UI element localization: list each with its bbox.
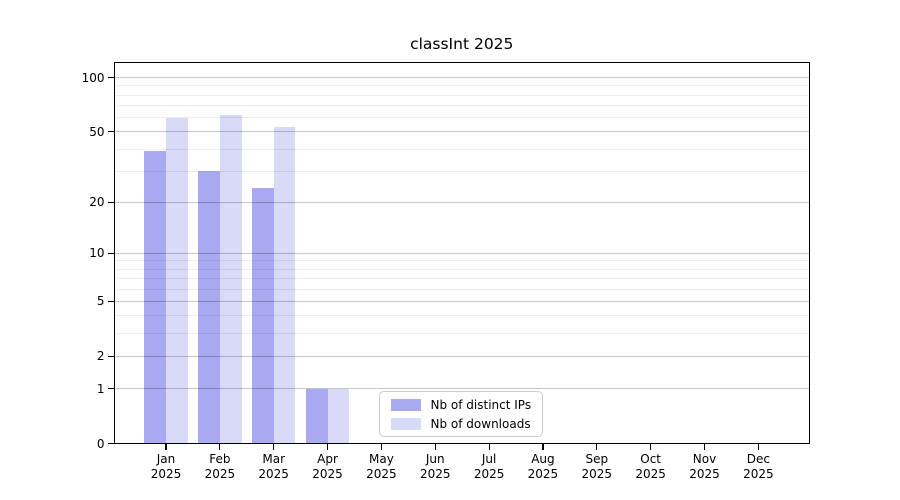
x-tick-mark bbox=[380, 443, 382, 450]
y-tick-label: 0 bbox=[96, 436, 105, 451]
x-tick-mark bbox=[757, 443, 759, 450]
gridline-minor bbox=[113, 105, 810, 107]
bar-downloads-mar bbox=[273, 127, 296, 444]
gridline-minor bbox=[113, 278, 810, 280]
y-tick-mark bbox=[107, 77, 114, 79]
x-tick-mark bbox=[488, 443, 490, 450]
bar-ips-feb bbox=[198, 171, 220, 444]
x-tick-label-mar: Mar 2025 bbox=[258, 451, 289, 481]
gridline-minor bbox=[113, 170, 810, 172]
x-tick-mark bbox=[596, 443, 598, 450]
gridline-minor bbox=[113, 94, 810, 96]
y-tick-label: 1 bbox=[96, 381, 105, 396]
gridline-major bbox=[113, 252, 810, 254]
legend-swatch-downloads bbox=[390, 417, 421, 430]
gridline-minor bbox=[113, 268, 810, 270]
y-tick-label: 2 bbox=[96, 349, 105, 364]
legend: Nb of distinct IPs Nb of downloads bbox=[378, 391, 543, 437]
y-tick-mark bbox=[107, 201, 114, 203]
y-tick-label: 10 bbox=[89, 246, 105, 261]
bar-downloads-jan bbox=[166, 117, 188, 444]
x-tick-label-feb: Feb 2025 bbox=[204, 451, 236, 481]
bar-ips-jan bbox=[144, 151, 166, 444]
legend-label-downloads: Nb of downloads bbox=[430, 416, 531, 431]
gridline-major bbox=[113, 131, 810, 133]
y-tick-mark bbox=[107, 252, 114, 255]
x-tick-label-nov: Nov 2025 bbox=[689, 451, 720, 481]
x-tick-mark bbox=[165, 443, 167, 450]
x-tick-mark bbox=[703, 443, 706, 450]
bar-downloads-apr bbox=[327, 388, 350, 444]
x-tick-mark bbox=[542, 443, 544, 450]
x-tick-mark bbox=[650, 443, 652, 450]
gridline-minor bbox=[113, 288, 810, 290]
gridline-minor bbox=[113, 315, 810, 317]
x-tick-mark bbox=[219, 443, 221, 450]
x-tick-label-dec: Dec 2025 bbox=[743, 451, 774, 481]
x-tick-mark bbox=[326, 443, 329, 450]
bar-downloads-feb bbox=[219, 115, 242, 444]
legend-swatch-distinct-ips bbox=[390, 398, 421, 411]
x-tick-label-jan: Jan 2025 bbox=[150, 451, 182, 481]
y-tick-label: 5 bbox=[96, 294, 105, 309]
x-tick-label-may: May 2025 bbox=[366, 451, 397, 481]
bar-ips-mar bbox=[252, 188, 274, 444]
y-tick-mark bbox=[107, 131, 114, 133]
y-tick-label: 50 bbox=[89, 124, 105, 139]
x-tick-label-jun: Jun 2025 bbox=[419, 451, 451, 481]
bar-ips-apr bbox=[305, 388, 328, 444]
x-tick-label-oct: Oct 2025 bbox=[635, 451, 666, 481]
chart-title: classInt 2025 bbox=[410, 35, 514, 53]
gridline-major bbox=[113, 388, 810, 390]
x-tick-mark bbox=[434, 443, 436, 450]
plot-area: Nb of distinct IPs Nb of downloads bbox=[113, 61, 810, 444]
legend-label-distinct-ips: Nb of distinct IPs bbox=[430, 397, 532, 412]
gridline-major bbox=[113, 355, 810, 357]
gridline-minor bbox=[113, 148, 810, 150]
y-tick-mark bbox=[107, 442, 114, 445]
y-tick-mark bbox=[107, 355, 114, 357]
legend-entry-distinct-ips: Nb of distinct IPs bbox=[390, 397, 532, 412]
gridline-minor bbox=[113, 333, 810, 335]
gridline-minor bbox=[113, 260, 810, 262]
x-tick-label-sep: Sep 2025 bbox=[581, 451, 613, 481]
y-tick-label: 100 bbox=[81, 70, 105, 85]
x-tick-mark bbox=[273, 443, 275, 450]
gridline-major bbox=[113, 300, 810, 302]
y-tick-label: 20 bbox=[89, 195, 105, 210]
y-tick-mark bbox=[107, 300, 114, 303]
gridline-minor bbox=[113, 117, 810, 119]
x-tick-label-apr: Apr 2025 bbox=[312, 451, 343, 481]
y-tick-mark bbox=[107, 387, 114, 390]
x-tick-label-jul: Jul 2025 bbox=[473, 451, 505, 481]
legend-entry-downloads: Nb of downloads bbox=[390, 416, 531, 431]
x-tick-label-aug: Aug 2025 bbox=[527, 451, 559, 481]
gridline-major bbox=[113, 77, 810, 79]
gridline-major bbox=[113, 201, 810, 203]
gridline-minor bbox=[113, 85, 810, 87]
